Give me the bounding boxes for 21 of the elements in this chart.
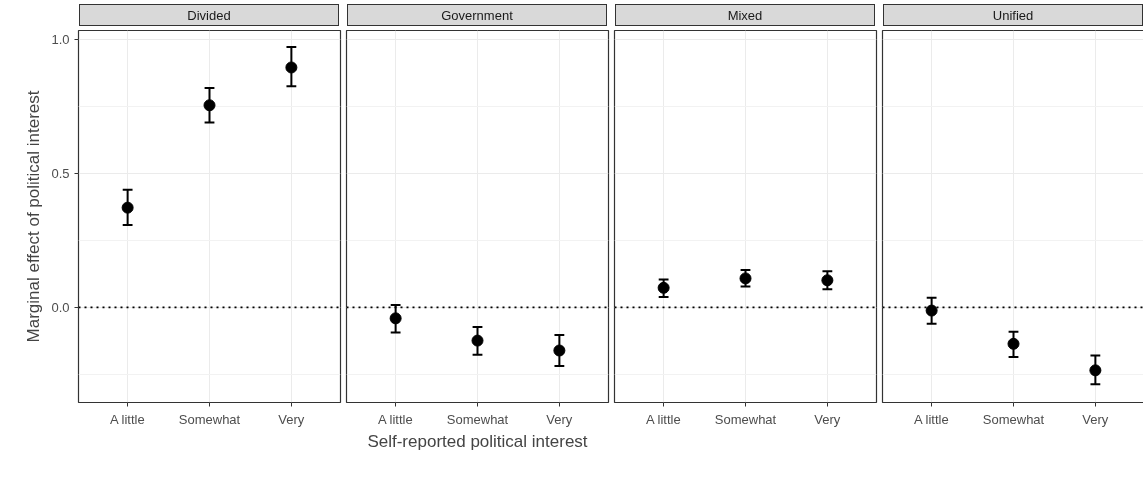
y-tick-label: 0.0 [51, 299, 70, 315]
x-tick-label: A little [377, 411, 413, 427]
chart-title: Mixed [727, 7, 763, 25]
x-axis-title: Self-reported political interest [367, 431, 588, 451]
x-tick-label: Somewhat [982, 411, 1045, 427]
x-tick-label: A little [109, 411, 145, 427]
x-tick-label: Somewhat [446, 411, 509, 427]
chart-title: Unified [992, 7, 1034, 25]
chart-title: Divided [187, 7, 231, 25]
y-axis-title: Marginal effect of political interest [24, 90, 44, 343]
x-tick-label: Somewhat [714, 411, 777, 427]
x-tick-label: Very [546, 411, 573, 427]
y-tick-label: 1.0 [51, 31, 70, 47]
chart-title: Government [441, 7, 513, 25]
x-tick-label: Very [1082, 411, 1109, 427]
x-tick-label: A little [645, 411, 681, 427]
x-tick-label: Very [278, 411, 305, 427]
x-tick-label: Somewhat [178, 411, 241, 427]
y-tick-label: 0.5 [51, 165, 70, 181]
x-tick-label: Very [814, 411, 841, 427]
x-tick-label: A little [913, 411, 949, 427]
